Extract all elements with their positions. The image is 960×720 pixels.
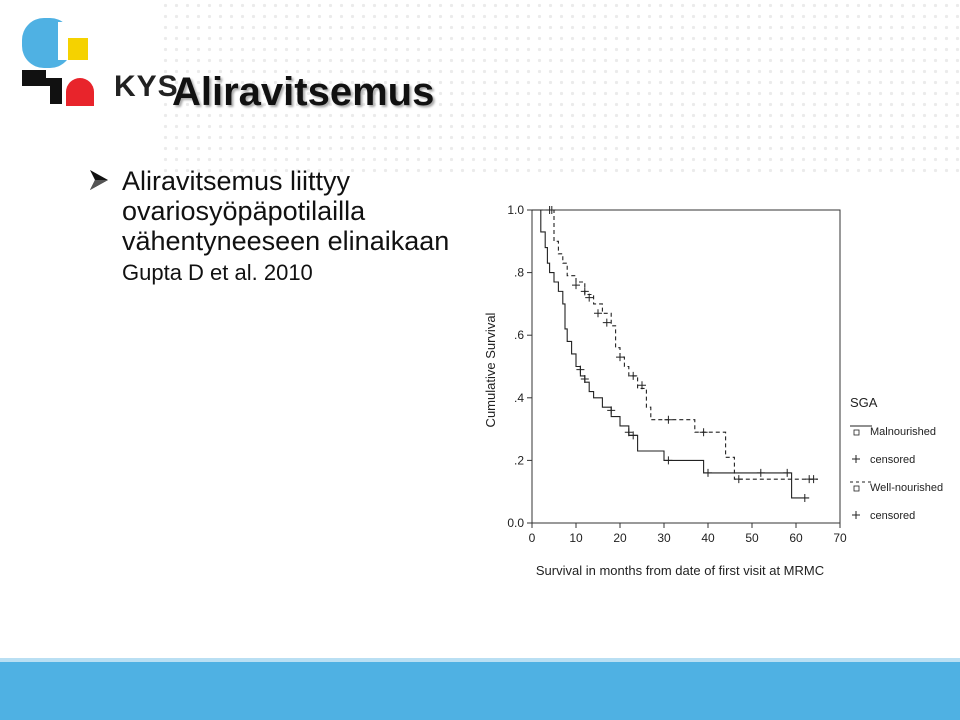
footer-bar	[0, 662, 960, 720]
legend-square-icon	[853, 485, 860, 492]
censored-mark-well-nourished	[585, 293, 594, 302]
legend-plus-icon	[852, 455, 860, 463]
kys-logo: KYS	[18, 14, 178, 114]
censored-mark-malnourished	[576, 365, 585, 374]
censored-mark-malnourished	[580, 375, 589, 384]
x-tick-label: 70	[833, 531, 847, 545]
x-axis-label: Survival in months from date of first vi…	[536, 563, 824, 578]
censored-mark-well-nourished	[809, 475, 818, 484]
censored-mark-malnourished	[704, 468, 712, 477]
bullet-item: Aliravitsemus liittyy ovariosyöpäpotilai…	[90, 166, 450, 288]
x-tick-label: 40	[701, 531, 715, 545]
legend-label: censored	[870, 454, 915, 466]
censored-mark-well-nourished	[602, 318, 611, 327]
censored-mark-well-nourished	[664, 415, 673, 424]
censored-mark-malnourished	[624, 428, 633, 437]
slide-title: Aliravitsemus	[172, 70, 435, 114]
censored-mark-well-nourished	[629, 371, 638, 380]
background-dot-pattern	[160, 0, 960, 180]
censored-mark-well-nourished	[594, 309, 602, 318]
legend-title: SGA	[850, 395, 878, 410]
bullet-citation: Gupta D et al. 2010	[122, 260, 313, 285]
x-tick-label: 60	[789, 531, 803, 545]
censored-mark-well-nourished	[580, 287, 589, 296]
legend-plus-icon	[852, 511, 860, 519]
censored-mark-malnourished	[664, 456, 673, 465]
y-axis-label: Cumulative Survival	[483, 312, 498, 427]
censored-mark-malnourished	[607, 406, 616, 415]
bullet-main-text: Aliravitsemus liittyy ovariosyöpäpotilai…	[122, 166, 450, 256]
x-tick-label: 50	[745, 531, 759, 545]
x-tick-label: 20	[613, 531, 627, 545]
censored-mark-well-nourished	[547, 206, 556, 214]
plot-frame	[531, 209, 841, 524]
y-tick-label: .2	[514, 453, 524, 467]
y-tick-label: .8	[514, 266, 524, 280]
legend-label: censored	[870, 510, 915, 522]
censored-mark-well-nourished	[638, 381, 646, 390]
censored-mark-well-nourished	[699, 428, 708, 437]
series-line-well-nourished	[532, 209, 818, 480]
arrow-bullet-icon	[88, 168, 110, 192]
logo-text: KYS	[114, 70, 179, 103]
censored-mark-malnourished	[629, 431, 638, 440]
censored-mark-malnourished	[756, 468, 765, 477]
censored-mark-well-nourished	[616, 353, 624, 362]
censored-mark-well-nourished	[572, 281, 580, 290]
censored-mark-malnourished	[783, 468, 792, 477]
series-line-malnourished	[532, 209, 810, 499]
y-tick-label: .4	[514, 391, 524, 405]
y-tick-label: 0.0	[507, 516, 524, 530]
legend-label: Malnourished	[870, 426, 936, 438]
censored-mark-malnourished	[800, 493, 809, 502]
censored-mark-well-nourished	[734, 475, 743, 484]
x-tick-label: 10	[569, 531, 583, 545]
y-tick-label: 1.0	[507, 203, 524, 217]
legend-label: Well-nourished	[870, 482, 943, 494]
y-tick-label: .6	[514, 328, 524, 342]
footer-divider	[0, 658, 960, 662]
legend-square-icon	[853, 429, 860, 436]
x-tick-label: 30	[657, 531, 671, 545]
survival-chart: 0 10 20 30 40 50 60 70 0.0 .2 .4 .6 .8 1.0 SGA Malnour…	[483, 203, 943, 578]
x-tick-label: 0	[529, 531, 536, 545]
